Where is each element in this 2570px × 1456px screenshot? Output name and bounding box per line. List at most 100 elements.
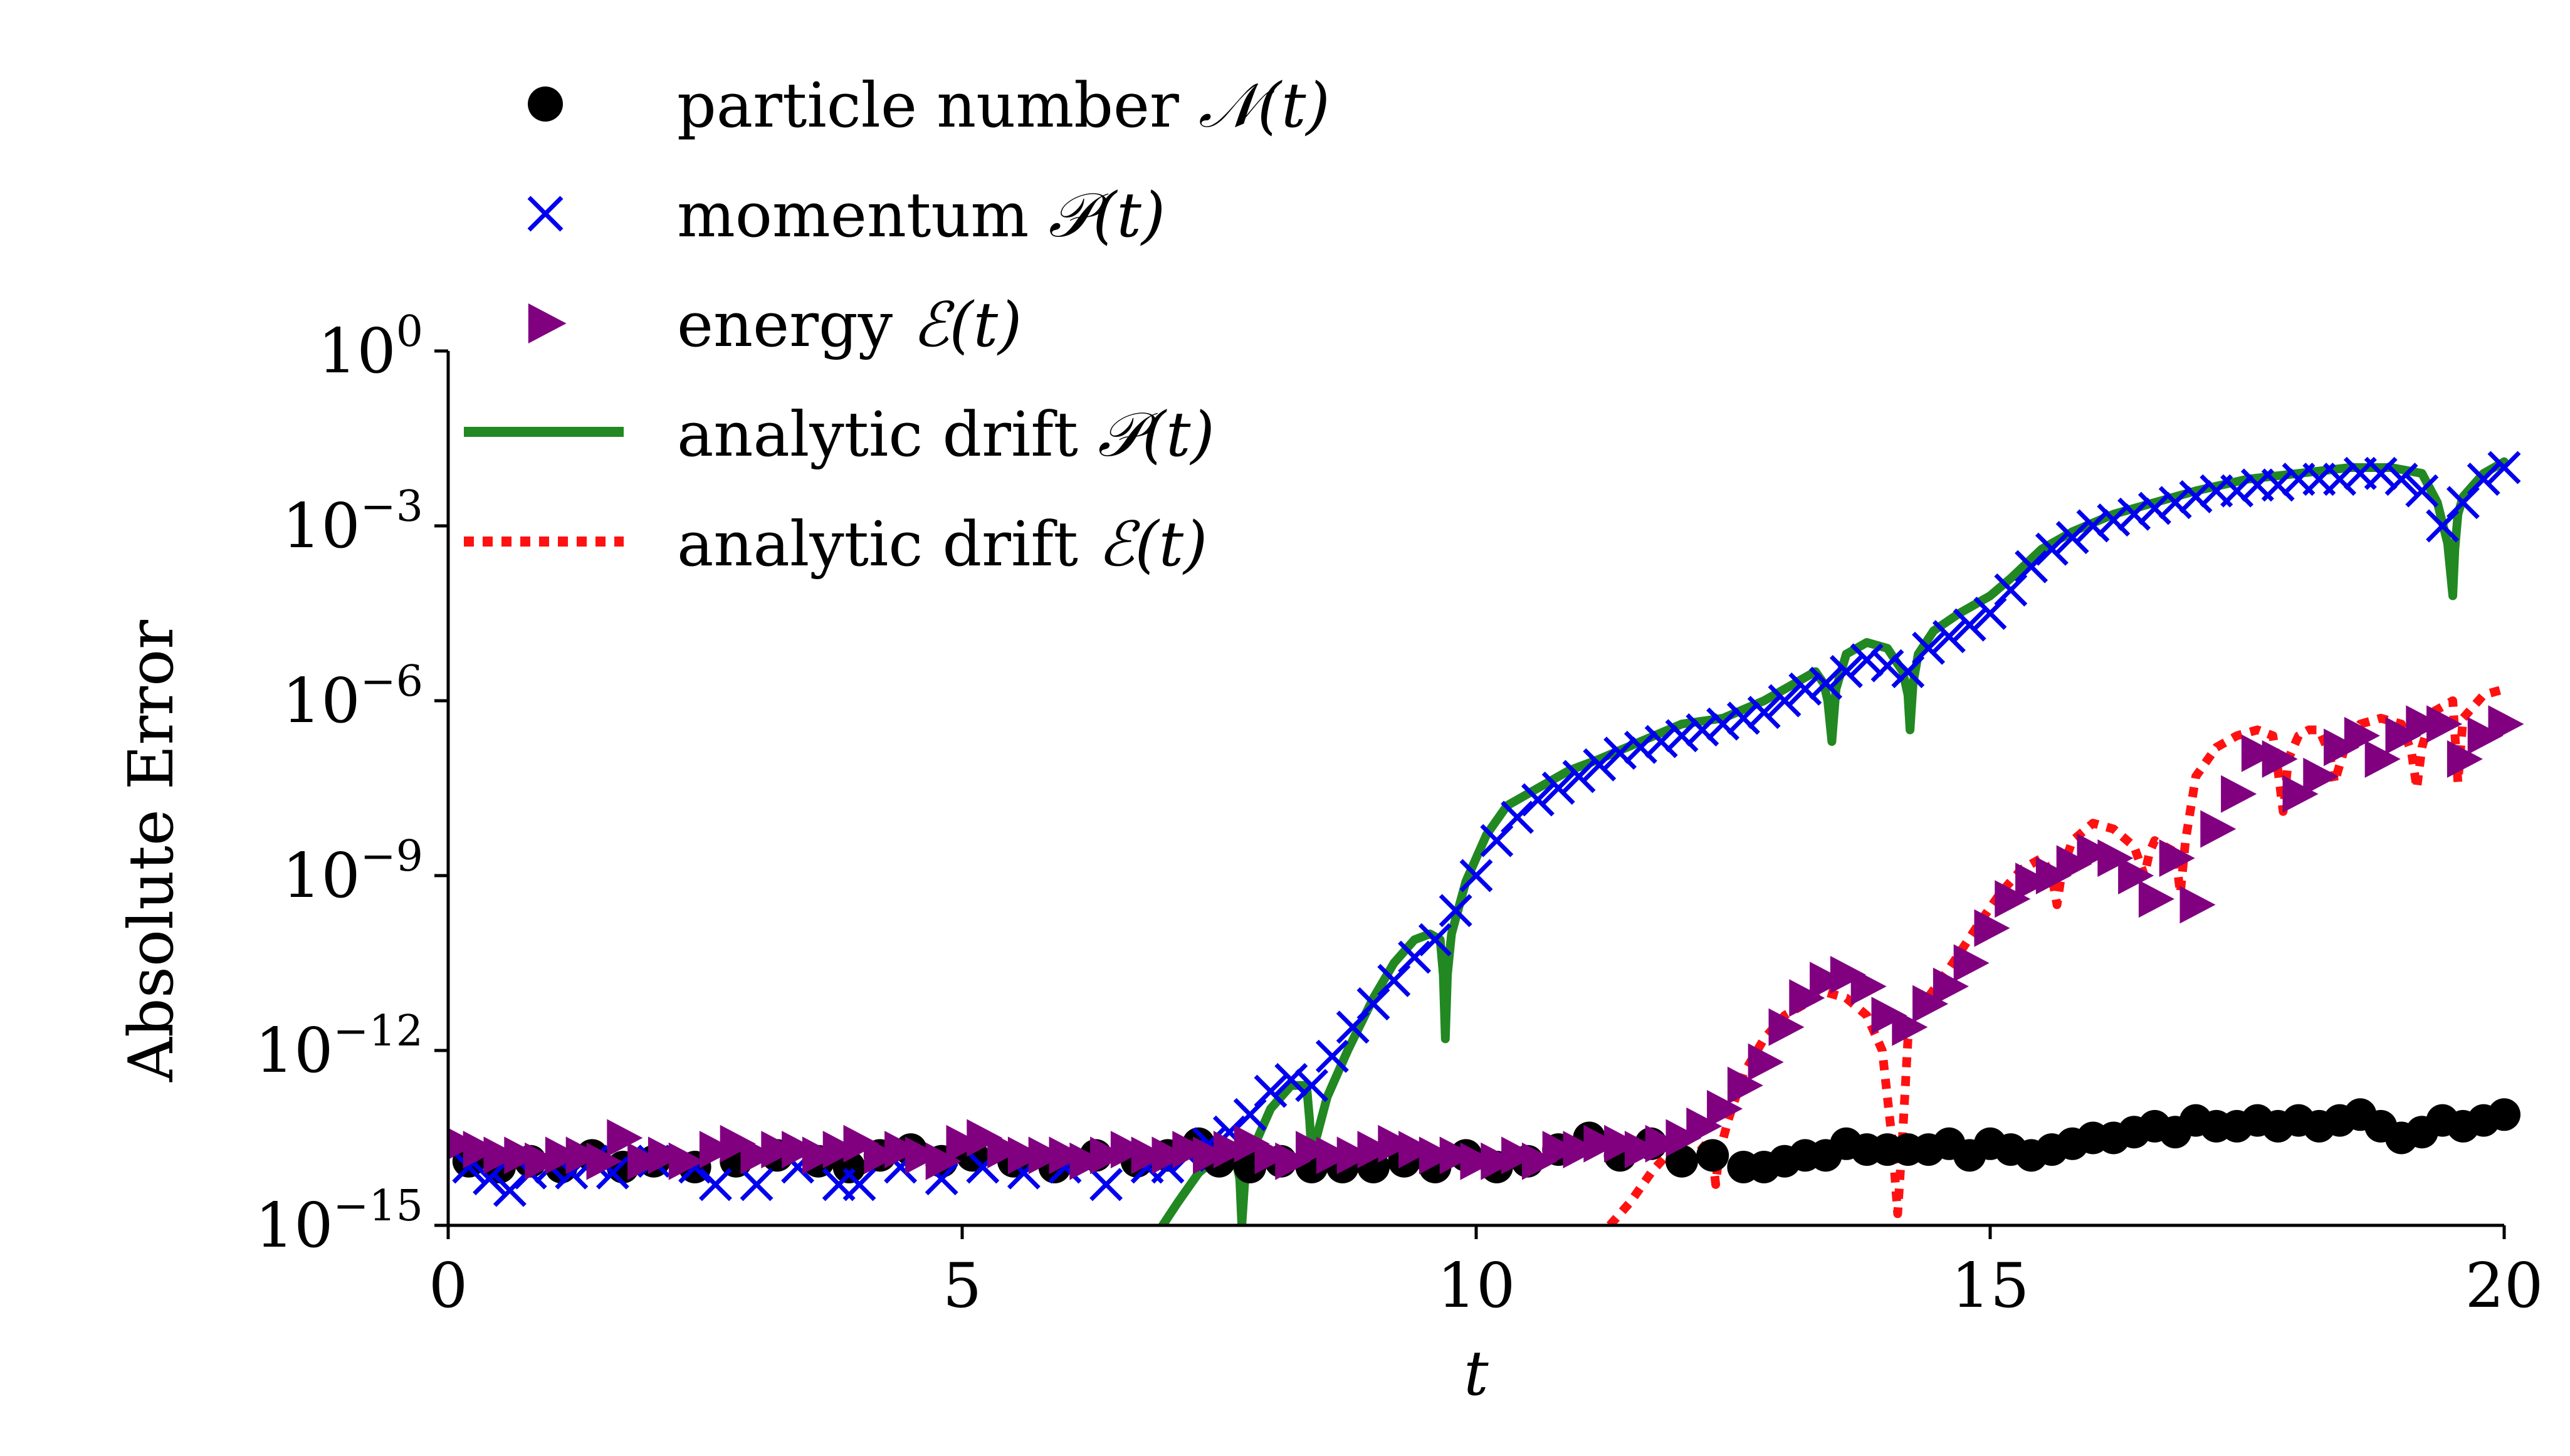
data-point bbox=[1603, 736, 1637, 770]
data-point bbox=[2056, 845, 2092, 883]
data-point bbox=[1460, 1142, 1496, 1180]
data-point bbox=[2303, 757, 2339, 795]
data-point bbox=[1110, 1131, 1146, 1169]
data-point bbox=[1398, 1131, 1435, 1169]
data-point bbox=[987, 1131, 1024, 1169]
data-point bbox=[1069, 1142, 1106, 1180]
data-point bbox=[1953, 944, 1990, 982]
data-point bbox=[2200, 810, 2237, 848]
data-point bbox=[1830, 956, 1866, 994]
data-point bbox=[2118, 857, 2154, 894]
data-point bbox=[1727, 1066, 1763, 1104]
data-point bbox=[2138, 880, 2174, 918]
data-point bbox=[782, 1131, 818, 1169]
data-point bbox=[1933, 967, 1969, 1005]
data-point bbox=[2324, 728, 2360, 767]
legend-symbol bbox=[527, 196, 564, 232]
data-point bbox=[1275, 1142, 1311, 1180]
y-tick-label: 10−9 bbox=[282, 832, 423, 912]
data-point bbox=[925, 1142, 962, 1180]
legend-label: momentum 𝒫(t) bbox=[677, 180, 1165, 251]
data-point bbox=[822, 1131, 859, 1169]
data-point bbox=[1296, 1131, 1332, 1169]
data-point bbox=[1378, 1124, 1414, 1163]
data-point bbox=[1501, 1136, 1538, 1175]
data-point bbox=[2262, 740, 2298, 778]
data-point bbox=[1623, 730, 1657, 764]
data-point bbox=[2447, 740, 2483, 778]
data-point bbox=[1707, 1090, 1743, 1128]
data-point bbox=[1850, 967, 1887, 1005]
x-tick-label: 15 bbox=[1951, 1250, 2030, 1322]
data-point bbox=[1870, 649, 1904, 683]
data-point bbox=[946, 1124, 982, 1163]
legend-symbol bbox=[528, 303, 567, 343]
data-point bbox=[1007, 1136, 1044, 1175]
y-tick-label: 10−6 bbox=[282, 657, 423, 737]
data-point bbox=[1254, 1074, 1288, 1108]
legend-label: analytic drift ℰ(t) bbox=[677, 509, 1207, 580]
data-point bbox=[2179, 886, 2216, 924]
data-point bbox=[2179, 480, 2213, 513]
data-point bbox=[525, 1142, 561, 1180]
y-tick-label: 10−12 bbox=[255, 1007, 423, 1087]
data-point bbox=[648, 1136, 684, 1175]
data-point bbox=[1541, 772, 1575, 805]
data-point bbox=[884, 1131, 921, 1169]
data-point bbox=[1234, 1124, 1270, 1163]
data-point bbox=[2261, 468, 2295, 502]
data-point bbox=[740, 1168, 774, 1202]
data-point bbox=[1028, 1136, 1064, 1175]
data-point bbox=[586, 1142, 622, 1180]
data-point bbox=[1357, 1131, 1393, 1169]
data-point bbox=[967, 1119, 1003, 1157]
data-point bbox=[2282, 775, 2319, 813]
data-point bbox=[1748, 1043, 1784, 1081]
data-point bbox=[2077, 833, 2113, 871]
data-point bbox=[864, 1136, 900, 1175]
data-point bbox=[1789, 979, 1825, 1017]
data-point bbox=[2035, 857, 2072, 894]
data-point bbox=[699, 1131, 735, 1169]
data-point bbox=[1521, 1142, 1558, 1180]
data-point bbox=[1768, 684, 1802, 718]
data-point bbox=[2426, 705, 2463, 743]
data-point bbox=[504, 1136, 540, 1175]
plot-area bbox=[448, 451, 2524, 1225]
data-point bbox=[1542, 1131, 1578, 1169]
data-point bbox=[1706, 707, 1740, 741]
data-point bbox=[1871, 997, 1907, 1035]
x-tick-label: 5 bbox=[943, 1250, 982, 1322]
data-point bbox=[1295, 1069, 1329, 1102]
data-point bbox=[2467, 463, 2500, 496]
data-point bbox=[463, 1131, 499, 1169]
data-point bbox=[1336, 1136, 1373, 1175]
data-point bbox=[1274, 1063, 1308, 1096]
data-point bbox=[1418, 923, 1452, 956]
data-point bbox=[1809, 666, 1843, 700]
data-point bbox=[2344, 716, 2380, 755]
data-point bbox=[1315, 1039, 1349, 1073]
data-point bbox=[2221, 775, 2257, 813]
data-point bbox=[2385, 716, 2421, 755]
x-tick-label: 20 bbox=[2465, 1250, 2544, 1322]
data-point bbox=[1788, 672, 1822, 706]
data-point bbox=[2364, 740, 2401, 778]
data-point bbox=[2241, 734, 2277, 772]
data-point bbox=[2467, 716, 2504, 755]
data-point bbox=[2220, 474, 2254, 508]
series-energy-markers bbox=[448, 705, 2524, 1180]
data-point bbox=[2137, 491, 2171, 525]
data-point bbox=[2035, 532, 2069, 566]
data-point bbox=[905, 1136, 941, 1175]
data-point bbox=[1644, 725, 1678, 758]
data-point bbox=[1953, 608, 1986, 642]
data-point bbox=[802, 1136, 838, 1175]
axes: 0 5 10 15 20 100 10−3 10−6 10−9 10−12 10−15 t Absolu… bbox=[116, 307, 2543, 1410]
data-point bbox=[1481, 1142, 1517, 1180]
data-point bbox=[2055, 521, 2089, 555]
data-point bbox=[1521, 783, 1555, 817]
data-point bbox=[1562, 760, 1596, 793]
legend-entry: energy ℰ(t) bbox=[528, 290, 1022, 361]
legend-label: energy ℰ(t) bbox=[677, 290, 1022, 361]
